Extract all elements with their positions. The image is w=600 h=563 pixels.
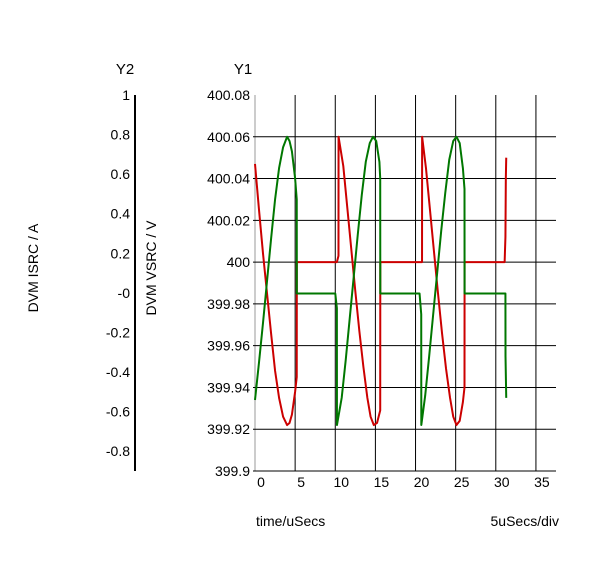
x-tick-label: 10 — [333, 474, 349, 490]
y2-tick-label: 1 — [122, 87, 130, 103]
x-tick-label: 0 — [257, 474, 265, 490]
grid — [253, 95, 556, 472]
y1-tick-label: 400.04 — [207, 171, 250, 187]
y1-tick-label: 399.92 — [207, 421, 250, 437]
y2-tick-label: 0.4 — [111, 206, 131, 222]
x-tick-label: 30 — [494, 474, 510, 490]
y2-tick-label: -0.8 — [106, 443, 130, 459]
axes: 0 5 10 15 20 25 30 35 399.9 399.92 399.94 399.96 399… — [106, 87, 550, 490]
y2-header: Y2 — [116, 61, 134, 78]
x-tick-label: 15 — [374, 474, 390, 490]
series — [254, 135, 508, 427]
y2-tick-label: -0 — [118, 285, 131, 301]
y1-axis-label: DVM VSRC / V — [143, 220, 159, 316]
x-units-label: 5uSecs/div — [491, 513, 559, 529]
y2-tick-label: 0.2 — [111, 245, 131, 261]
y1-tick-label: 399.9 — [215, 463, 250, 479]
y1-tick-label: 400.08 — [207, 87, 250, 103]
y1-tick-label: 400.06 — [207, 129, 250, 145]
series-line-1 — [254, 135, 508, 427]
x-tick-label: 20 — [414, 474, 430, 490]
x-tick-label: 5 — [297, 474, 305, 490]
y1-tick-label: 399.96 — [207, 338, 250, 354]
labels: Y2 Y1 DVM ISRC / A DVM VSRC / V time/uSe… — [25, 61, 559, 529]
y1-tick-label: 400.02 — [207, 212, 250, 228]
y2-tick-label: -0.2 — [106, 324, 130, 340]
x-axis-label: time/uSecs — [256, 513, 325, 529]
y2-tick-label: 0.8 — [111, 127, 131, 143]
series-line-2 — [254, 135, 508, 427]
y2-tick-label: -0.4 — [106, 364, 130, 380]
y1-tick-label: 399.94 — [207, 379, 250, 395]
x-tick-label: 35 — [534, 474, 550, 490]
y2-axis-label: DVM ISRC / A — [25, 223, 41, 312]
x-tick-label: 25 — [454, 474, 470, 490]
y2-tick-label: -0.6 — [106, 404, 130, 420]
y2-tick-label: 0.6 — [111, 166, 131, 182]
y1-tick-label: 400 — [227, 254, 251, 270]
y1-header: Y1 — [234, 61, 252, 78]
y1-tick-label: 399.98 — [207, 296, 250, 312]
